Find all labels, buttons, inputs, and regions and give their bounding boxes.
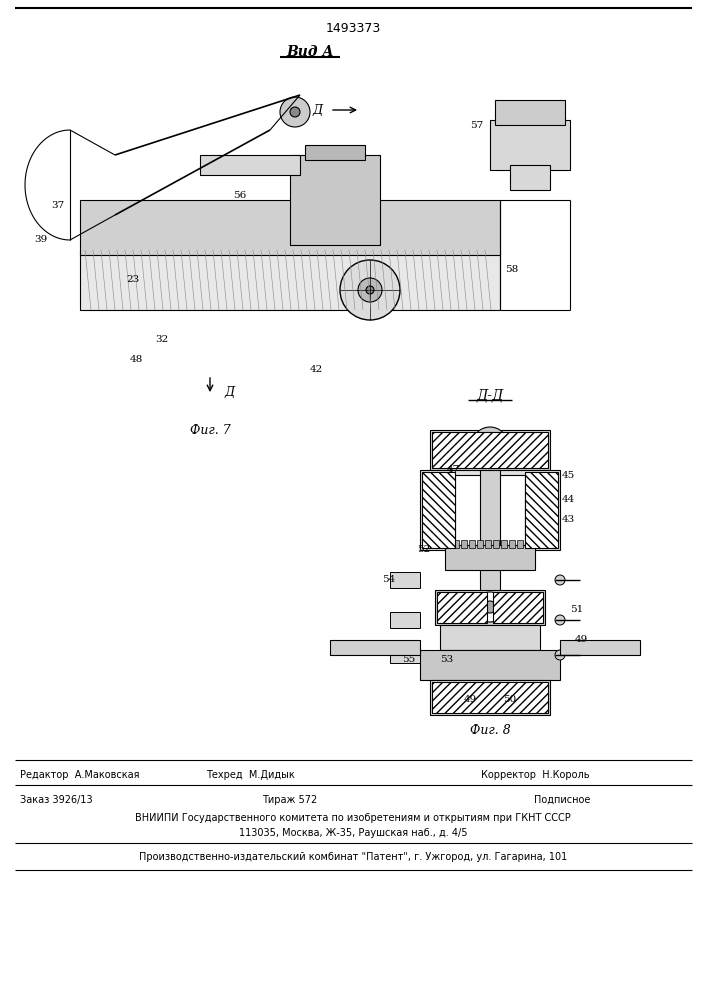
- Bar: [461, 540, 467, 548]
- Text: Подписное: Подписное: [534, 795, 590, 805]
- Circle shape: [280, 97, 310, 127]
- Text: 49: 49: [463, 696, 477, 704]
- Bar: [510, 165, 550, 190]
- Bar: [453, 540, 459, 548]
- Bar: [493, 540, 499, 548]
- Text: ВНИИПИ Государственного комитета по изобретениям и открытиям при ГКНТ СССР: ВНИИПИ Государственного комитета по изоб…: [135, 813, 571, 823]
- Text: 39: 39: [35, 235, 48, 244]
- Bar: [445, 540, 451, 548]
- Circle shape: [555, 575, 565, 585]
- Text: Фиг. 8: Фиг. 8: [469, 724, 510, 736]
- Text: 58: 58: [505, 265, 518, 274]
- Bar: [330, 640, 420, 655]
- Circle shape: [366, 286, 374, 294]
- Text: 43: 43: [562, 516, 575, 524]
- Circle shape: [340, 260, 400, 320]
- Bar: [445, 545, 535, 570]
- Bar: [390, 612, 420, 628]
- Text: 54: 54: [382, 576, 395, 584]
- Bar: [495, 100, 565, 125]
- Text: Заказ 3926/13: Заказ 3926/13: [20, 795, 93, 805]
- Text: 44: 44: [562, 495, 575, 504]
- Text: 45: 45: [562, 471, 575, 480]
- Text: 32: 32: [155, 336, 168, 344]
- Text: Тираж 572: Тираж 572: [262, 795, 317, 805]
- Text: 55: 55: [402, 656, 415, 664]
- Bar: [517, 540, 523, 548]
- Text: 113035, Москва, Ж-35, Раушская наб., д. 4/5: 113035, Москва, Ж-35, Раушская наб., д. …: [239, 828, 467, 838]
- Bar: [432, 432, 548, 468]
- Bar: [485, 540, 491, 548]
- Text: 49: 49: [575, 636, 588, 645]
- Circle shape: [358, 278, 382, 302]
- Text: 1493373: 1493373: [325, 21, 380, 34]
- Circle shape: [482, 437, 498, 453]
- Bar: [469, 540, 475, 548]
- Text: Корректор  Н.Король: Корректор Н.Король: [481, 770, 590, 780]
- Circle shape: [555, 615, 565, 625]
- Bar: [525, 540, 531, 548]
- Text: Д: Д: [313, 104, 323, 116]
- Bar: [390, 572, 420, 588]
- Bar: [390, 647, 420, 663]
- Text: Редактор  А.Маковская: Редактор А.Маковская: [20, 770, 139, 780]
- Text: 52: 52: [416, 546, 430, 554]
- Bar: [435, 590, 545, 625]
- Bar: [430, 680, 550, 715]
- Bar: [420, 650, 560, 680]
- Bar: [455, 475, 525, 545]
- Text: 48: 48: [130, 356, 144, 364]
- Bar: [509, 540, 515, 548]
- Bar: [422, 472, 455, 548]
- Text: 53: 53: [440, 656, 453, 664]
- Text: 50: 50: [503, 696, 517, 704]
- Bar: [437, 592, 487, 623]
- Text: Д-Д: Д-Д: [477, 388, 503, 402]
- Circle shape: [472, 427, 508, 463]
- Bar: [305, 145, 365, 160]
- Text: 23: 23: [127, 275, 140, 284]
- Bar: [420, 470, 560, 550]
- Text: 57: 57: [470, 120, 484, 129]
- Bar: [432, 682, 548, 713]
- Bar: [477, 540, 483, 548]
- Bar: [430, 430, 550, 470]
- Circle shape: [290, 107, 300, 117]
- Bar: [290, 155, 380, 245]
- Bar: [501, 540, 507, 548]
- Bar: [490, 120, 570, 170]
- Bar: [525, 472, 558, 548]
- Bar: [480, 470, 500, 630]
- Text: 42: 42: [310, 365, 323, 374]
- Text: 37: 37: [52, 200, 65, 210]
- Text: 51: 51: [570, 605, 583, 614]
- Text: 47: 47: [447, 466, 460, 475]
- Bar: [533, 540, 539, 548]
- Text: Производственно-издательский комбинат "Патент", г. Ужгород, ул. Гагарина, 101: Производственно-издательский комбинат "П…: [139, 852, 567, 862]
- Text: Техред  М.Дидык: Техред М.Дидык: [206, 770, 294, 780]
- Bar: [560, 640, 640, 655]
- Bar: [440, 625, 540, 650]
- Bar: [200, 155, 300, 175]
- Text: Фиг. 7: Фиг. 7: [189, 424, 230, 436]
- Text: Вид А: Вид А: [286, 45, 334, 59]
- Circle shape: [484, 601, 496, 613]
- Circle shape: [475, 592, 505, 622]
- Bar: [80, 250, 500, 310]
- Text: 56: 56: [233, 190, 247, 200]
- Bar: [80, 200, 500, 255]
- Bar: [493, 592, 543, 623]
- Circle shape: [555, 650, 565, 660]
- Text: Д: Д: [224, 386, 234, 399]
